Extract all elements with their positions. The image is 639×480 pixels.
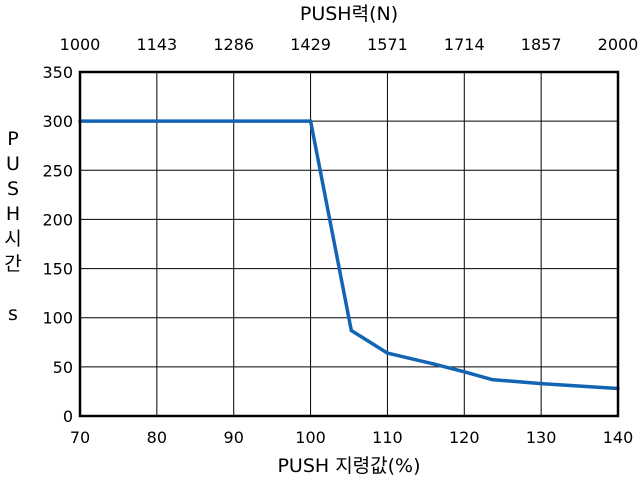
y-axis-title-char: 시 [4, 228, 21, 250]
data-point [490, 377, 494, 382]
data-point [462, 370, 466, 374]
data-point [385, 351, 390, 355]
x-tick-label: 130 [526, 428, 557, 447]
top-tick-label: 1857 [521, 35, 562, 54]
y-tick-label: 0 [63, 407, 73, 426]
top-axis-title: PUSH력(N) [300, 3, 398, 25]
y-tick-label: 250 [42, 161, 73, 180]
y-tick-label: 300 [42, 112, 73, 131]
y-tick-label: 350 [42, 63, 73, 82]
y-axis-title-char: 간 [4, 253, 21, 275]
y-tick-label: 150 [42, 260, 73, 279]
data-point [431, 362, 436, 366]
top-tick-label: 1000 [60, 35, 101, 54]
y-axis-title-char: U [6, 153, 20, 175]
x-tick-label: 140 [603, 428, 634, 447]
y-axis-title-char: H [6, 203, 20, 225]
data-point [539, 381, 543, 386]
y-tick-labels: 0 50 100 150 200 250 300 350 [42, 63, 73, 426]
top-tick-labels: 1000 1143 1286 1429 1571 1714 1857 2000 [60, 35, 639, 54]
y-tick-label: 100 [42, 309, 73, 328]
data-point [349, 328, 353, 333]
x-tick-label: 120 [449, 428, 480, 447]
top-tick-label: 2000 [598, 35, 639, 54]
x-tick-label: 70 [70, 428, 90, 447]
top-tick-label: 1714 [444, 35, 485, 54]
data-point [308, 119, 313, 123]
x-axis-title: PUSH 지령값(%) [277, 455, 420, 477]
top-tick-label: 1571 [367, 35, 408, 54]
x-tick-label: 90 [224, 428, 244, 447]
top-tick-label: 1286 [213, 35, 254, 54]
y-axis-title-char: S [7, 178, 19, 200]
x-tick-labels: 70 80 90 100 110 120 130 140 [70, 428, 633, 447]
series-line-0 [80, 119, 619, 391]
top-tick-label: 1429 [290, 35, 331, 54]
top-tick-label: 1143 [136, 35, 177, 54]
y-axis-title-char: s [8, 303, 18, 325]
plot-frame [78, 70, 620, 418]
y-tick-label: 50 [53, 358, 73, 377]
series-group [78, 119, 620, 391]
y-axis-title-char: P [7, 128, 18, 150]
x-tick-label: 100 [295, 428, 326, 447]
y-tick-label: 200 [42, 210, 73, 229]
x-tick-label: 110 [372, 428, 403, 447]
x-tick-label: 80 [147, 428, 167, 447]
grid-lines [80, 72, 618, 416]
